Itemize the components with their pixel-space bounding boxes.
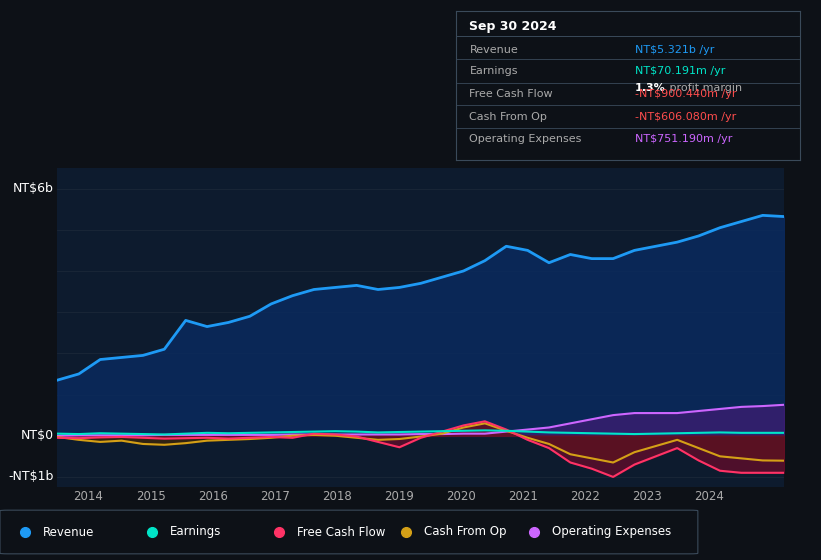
Text: 2017: 2017	[260, 491, 290, 503]
Text: 1.3%: 1.3%	[635, 83, 666, 94]
Text: Earnings: Earnings	[170, 525, 222, 539]
Text: 2018: 2018	[322, 491, 352, 503]
Text: 2019: 2019	[384, 491, 414, 503]
Text: Operating Expenses: Operating Expenses	[552, 525, 671, 539]
Text: NT$70.191m /yr: NT$70.191m /yr	[635, 66, 725, 76]
Text: Cash From Op: Cash From Op	[470, 111, 548, 122]
Text: Revenue: Revenue	[470, 45, 518, 55]
Text: 2023: 2023	[632, 491, 663, 503]
Text: NT$5.321b /yr: NT$5.321b /yr	[635, 45, 714, 55]
Text: Sep 30 2024: Sep 30 2024	[470, 20, 557, 33]
Text: 2022: 2022	[571, 491, 600, 503]
Text: Free Cash Flow: Free Cash Flow	[297, 525, 386, 539]
Text: Cash From Op: Cash From Op	[424, 525, 507, 539]
Text: Free Cash Flow: Free Cash Flow	[470, 89, 553, 99]
Text: 2021: 2021	[508, 491, 539, 503]
Text: -NT$1b: -NT$1b	[8, 470, 54, 483]
Text: NT$0: NT$0	[21, 429, 54, 442]
Text: 2024: 2024	[695, 491, 724, 503]
Text: NT$751.190m /yr: NT$751.190m /yr	[635, 134, 732, 144]
Text: 2015: 2015	[135, 491, 166, 503]
Text: 2020: 2020	[447, 491, 476, 503]
Text: profit margin: profit margin	[666, 83, 742, 94]
Text: Earnings: Earnings	[470, 66, 518, 76]
Text: 2016: 2016	[198, 491, 227, 503]
Text: Revenue: Revenue	[43, 525, 94, 539]
Text: -NT$900.440m /yr: -NT$900.440m /yr	[635, 89, 736, 99]
Text: NT$6b: NT$6b	[13, 182, 54, 195]
Text: Operating Expenses: Operating Expenses	[470, 134, 582, 144]
Text: 2014: 2014	[74, 491, 103, 503]
Text: -NT$606.080m /yr: -NT$606.080m /yr	[635, 111, 736, 122]
